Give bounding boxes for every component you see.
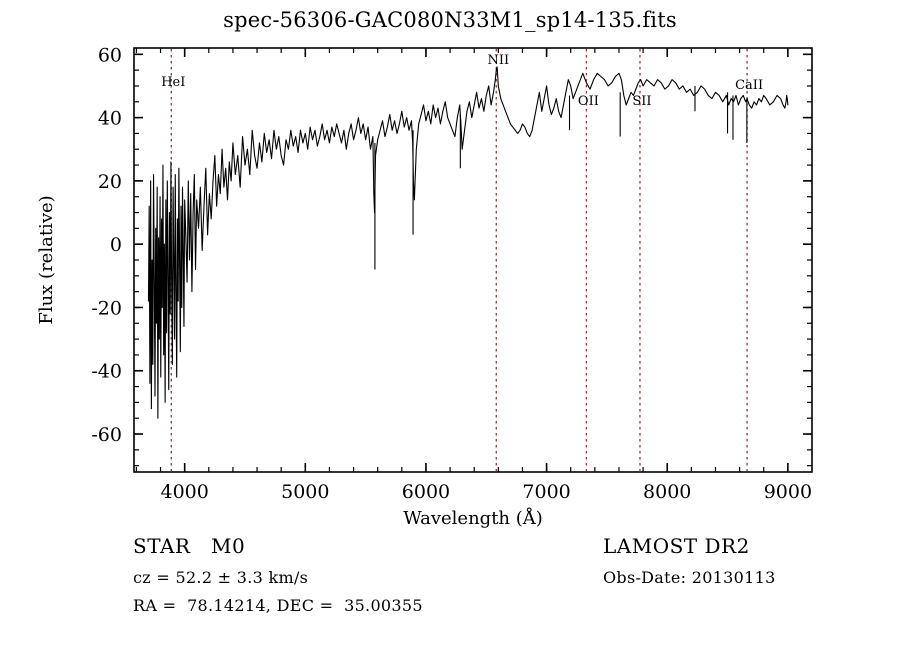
spectral-line-label-oii: OII [578,94,599,109]
y-axis-tick-label: -40 [91,361,122,383]
spectral-line-label-sii: SII [632,94,651,109]
y-axis-tick-label: -20 [91,297,122,319]
y-axis-tick-label: 60 [98,44,122,66]
x-axis-tick-label: 9000 [764,481,812,503]
x-axis-tick-label: 6000 [402,481,450,503]
metadata-footer: STAR M0 cz = 52.2 ± 3.3 km/s RA = 78.142… [0,534,900,644]
y-axis-tick-label: 40 [98,108,122,130]
y-axis-title: Flux (relative) [36,195,57,324]
x-axis-tick-label: 7000 [522,481,570,503]
y-axis-tick-label: -60 [91,424,122,446]
survey-label: LAMOST DR2 [603,534,750,558]
spectral-line-label-hei: HeI [161,75,185,90]
y-axis-tick-label: 20 [98,171,122,193]
object-type-label: STAR M0 [133,534,246,558]
y-axis-tick-label: 0 [110,234,122,256]
footer-left-column: STAR M0 cz = 52.2 ± 3.3 km/s RA = 78.142… [133,534,423,624]
spectral-line-label-nii: NII [487,53,509,68]
coordinates-label: RA = 78.14214, DEC = 35.00355 [133,596,423,615]
spectrum-chart: 4000 5000 6000 7000 8000 9000 -60 -40 -20 0 20 40 60… [36,44,813,529]
x-axis-tick-label: 5000 [281,481,329,503]
x-axis-title: Wavelength (Å) [403,507,543,529]
observation-date-label: Obs-Date: 20130113 [603,568,776,587]
page-title: spec-56306-GAC080N33M1_sp14-135.fits [223,8,677,32]
x-axis-tick-label: 4000 [160,481,208,503]
spectral-line-label-caii: CaII [735,78,763,93]
x-axis-tick-label: 8000 [643,481,691,503]
spectrum-trace [147,66,789,419]
radial-velocity-label: cz = 52.2 ± 3.3 km/s [133,568,309,587]
footer-right-column: LAMOST DR2 Obs-Date: 20130113 [603,534,776,596]
